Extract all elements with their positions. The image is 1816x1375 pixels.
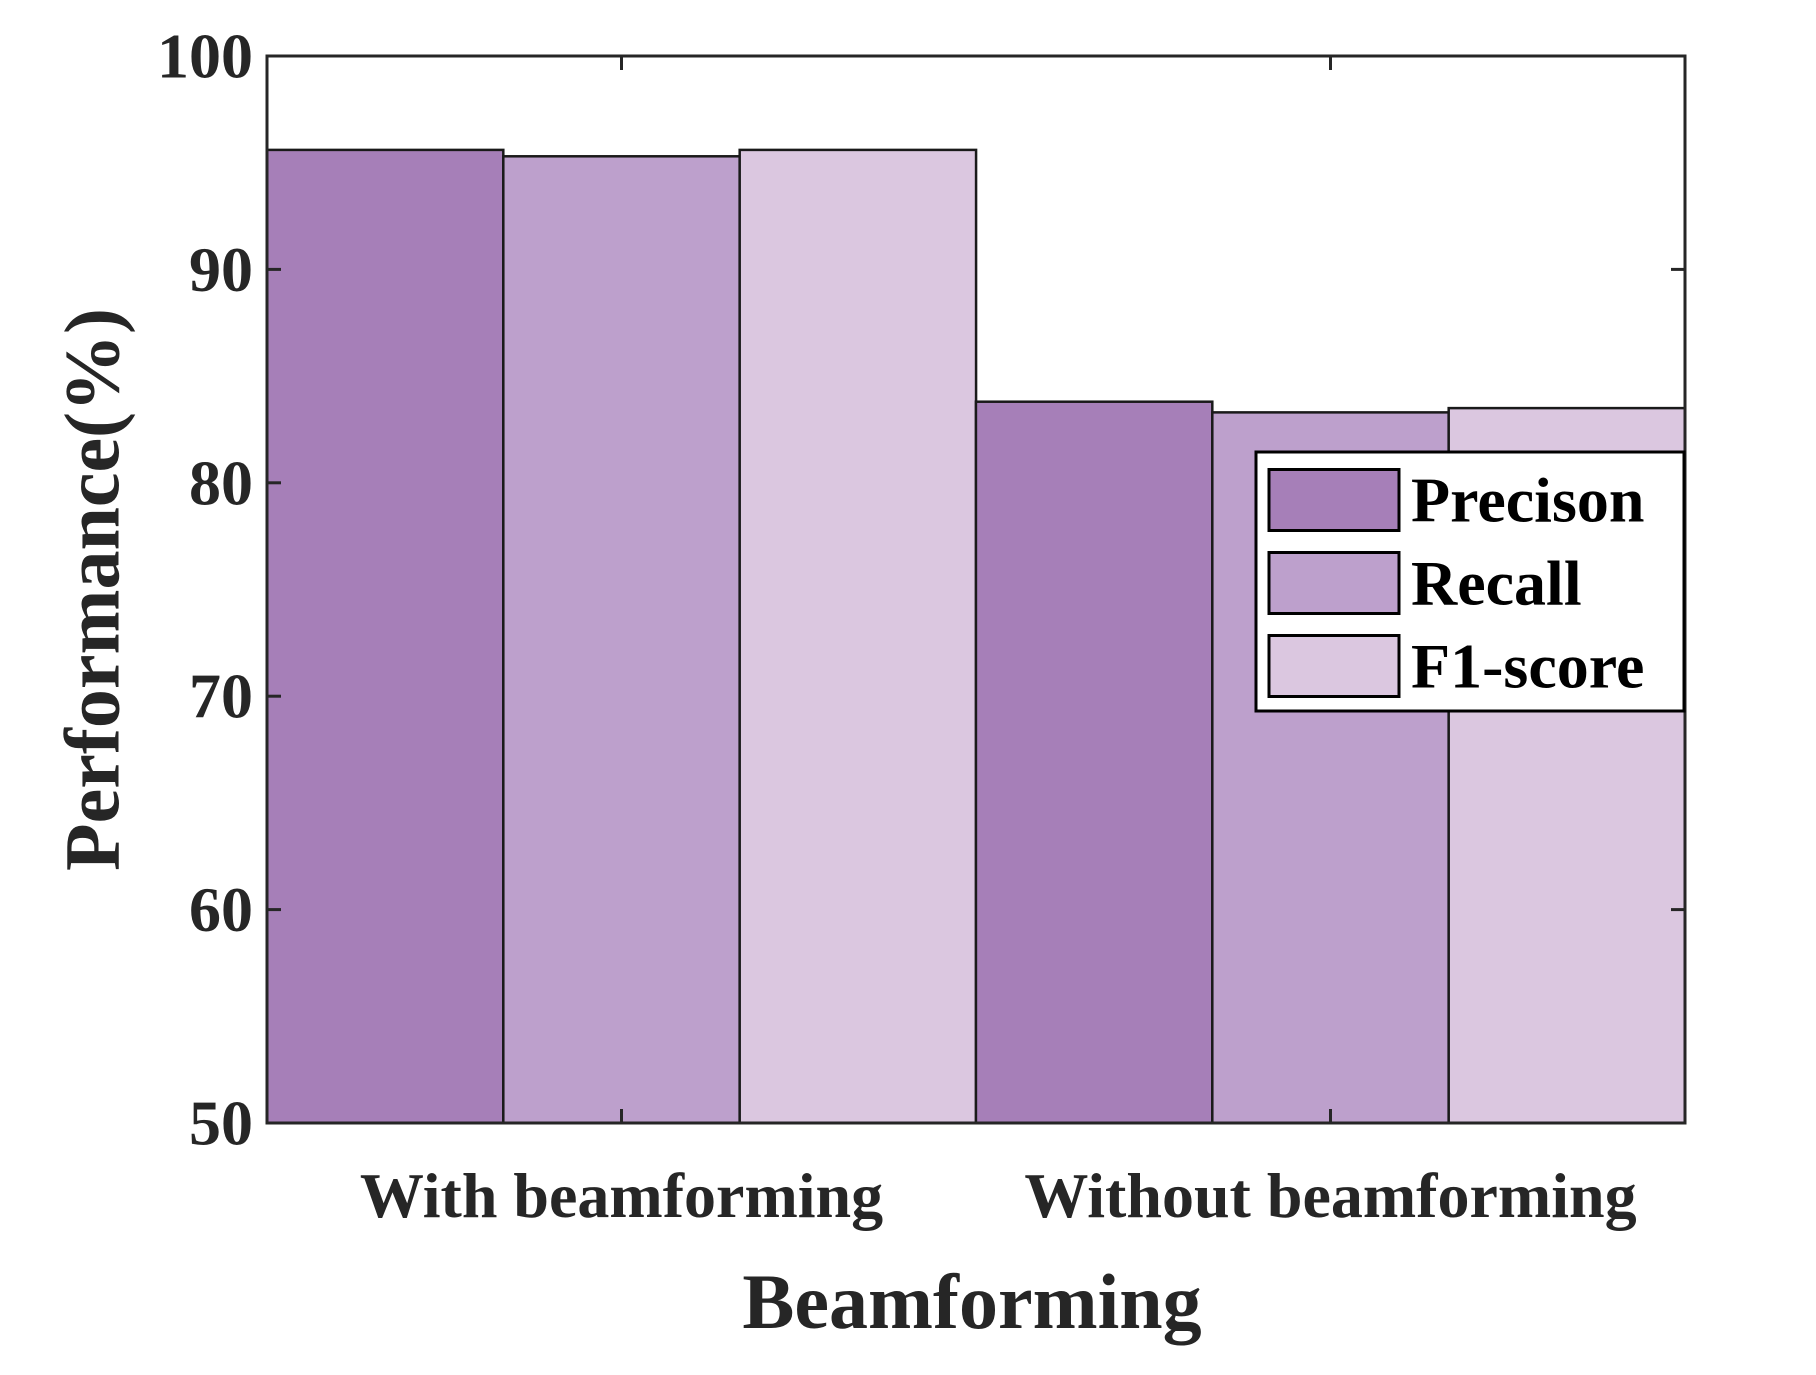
bar-precison-0: [265, 148, 505, 1125]
legend-items: Precison Recall F1-score: [1267, 465, 1644, 702]
y-tick-label: 100: [157, 21, 253, 92]
bars-layer: [265, 148, 1687, 1125]
y-tick-label: 80: [189, 447, 253, 518]
y-axis-title: Performance(%): [49, 308, 136, 871]
y-tick-label: 70: [189, 661, 253, 732]
y-tick-label: 90: [189, 234, 253, 305]
legend-label: Precison: [1411, 465, 1644, 536]
bar-recall-0: [502, 155, 741, 1125]
x-tick-label: Without beamforming: [1024, 1160, 1636, 1231]
legend-label: F1-score: [1411, 631, 1644, 702]
legend-swatch: [1267, 634, 1401, 698]
legend-swatch: [1267, 551, 1401, 615]
x-axis-title: Beamforming: [742, 1258, 1201, 1345]
x-tick-label: With beamforming: [360, 1160, 883, 1231]
legend-label: Recall: [1411, 548, 1582, 619]
legend: Precison Recall F1-score: [1254, 450, 1686, 713]
bar-f1-score-0: [738, 148, 978, 1125]
x-tick-labels: With beamforming Without beamforming: [360, 1160, 1637, 1231]
bar-precison-1: [974, 400, 1214, 1125]
y-tick-label: 50: [189, 1088, 253, 1159]
y-tick-labels: 50 60 70 80 90 100: [157, 21, 253, 1159]
legend-swatch: [1267, 468, 1401, 532]
y-tick-label: 60: [189, 874, 253, 945]
